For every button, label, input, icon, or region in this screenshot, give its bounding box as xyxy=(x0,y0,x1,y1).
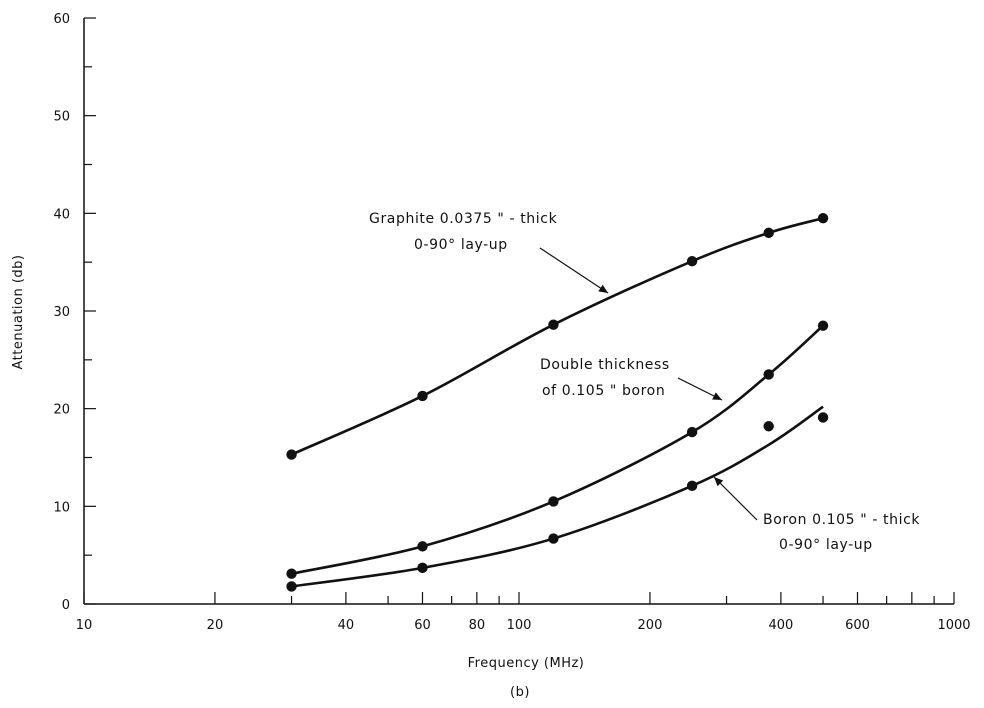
double-boron-point xyxy=(763,369,774,380)
graphite-point xyxy=(763,227,774,239)
x-tick-label: 80 xyxy=(469,618,486,633)
tick-marks xyxy=(83,17,955,605)
x-tick-label: 200 xyxy=(638,618,663,633)
y-axis-label: Attenuation (db) xyxy=(11,255,26,370)
boron-leader xyxy=(713,476,758,521)
x-tick-label: 40 xyxy=(338,618,355,633)
x-tick-label: 60 xyxy=(414,618,431,633)
double-boron-arrowhead xyxy=(712,392,722,400)
y-tick-label: 20 xyxy=(53,403,70,418)
y-tick-label: 50 xyxy=(53,110,70,125)
boron-curve xyxy=(291,405,824,588)
boron-point xyxy=(417,562,428,574)
x-tick-label: 1000 xyxy=(937,618,970,633)
annotations: Graphite 0.0375 " - thick 0-90° lay-up Dou… xyxy=(369,211,920,553)
graphite-annotation-line: Graphite 0.0375 " - thick xyxy=(369,211,558,227)
boron-annotation-line: 0-90° lay-up xyxy=(779,537,873,553)
y-tick-label: 30 xyxy=(53,305,70,320)
boron-point xyxy=(286,581,297,592)
graphite-point xyxy=(286,449,297,460)
double-boron-point xyxy=(286,568,297,579)
x-tick-label: 10 xyxy=(76,618,93,633)
x-tick-label: 20 xyxy=(207,618,224,633)
boron-point xyxy=(548,533,559,544)
x-tick-label: 600 xyxy=(845,618,870,633)
tick-labels: 10 20 40 60 80 100 200 400 600 1000 0 10 20 30 40 50 60 xyxy=(53,12,970,633)
graphite-leader xyxy=(539,247,609,294)
double-boron-point xyxy=(686,426,698,438)
figure-caption: (b) xyxy=(510,685,530,700)
graphite-point xyxy=(548,319,559,330)
series-curves xyxy=(291,216,824,588)
y-tick-label: 0 xyxy=(62,598,70,613)
double-boron-annotation-line: of 0.105 " boron xyxy=(542,383,665,399)
double-boron-point xyxy=(548,496,559,507)
annotation-leaders xyxy=(539,247,758,521)
boron-point xyxy=(763,421,774,432)
double-boron-annotation-line: Double thickness xyxy=(540,357,670,373)
y-tick-label: 60 xyxy=(53,12,70,27)
graphite-arrowhead xyxy=(598,284,608,293)
boron-point xyxy=(817,412,829,423)
graphite-annotation-line: 0-90° lay-up xyxy=(414,237,508,253)
graphite-point xyxy=(686,255,698,267)
data-points xyxy=(286,213,829,592)
boron-annotation-line: Boron 0.105 " - thick xyxy=(763,512,920,528)
graphite-point xyxy=(817,213,829,224)
y-tick-label: 40 xyxy=(53,207,70,222)
double-boron-point xyxy=(817,320,829,331)
boron-point xyxy=(686,480,698,492)
x-tick-label: 400 xyxy=(768,618,793,633)
graphite-point xyxy=(417,390,428,402)
graphite-curve xyxy=(291,216,824,456)
boron-arrowhead xyxy=(714,477,724,487)
x-tick-label: 100 xyxy=(507,618,532,633)
y-tick-label: 10 xyxy=(53,500,70,515)
x-axis-label: Frequency (MHz) xyxy=(468,656,585,671)
double-boron-point xyxy=(417,541,428,552)
